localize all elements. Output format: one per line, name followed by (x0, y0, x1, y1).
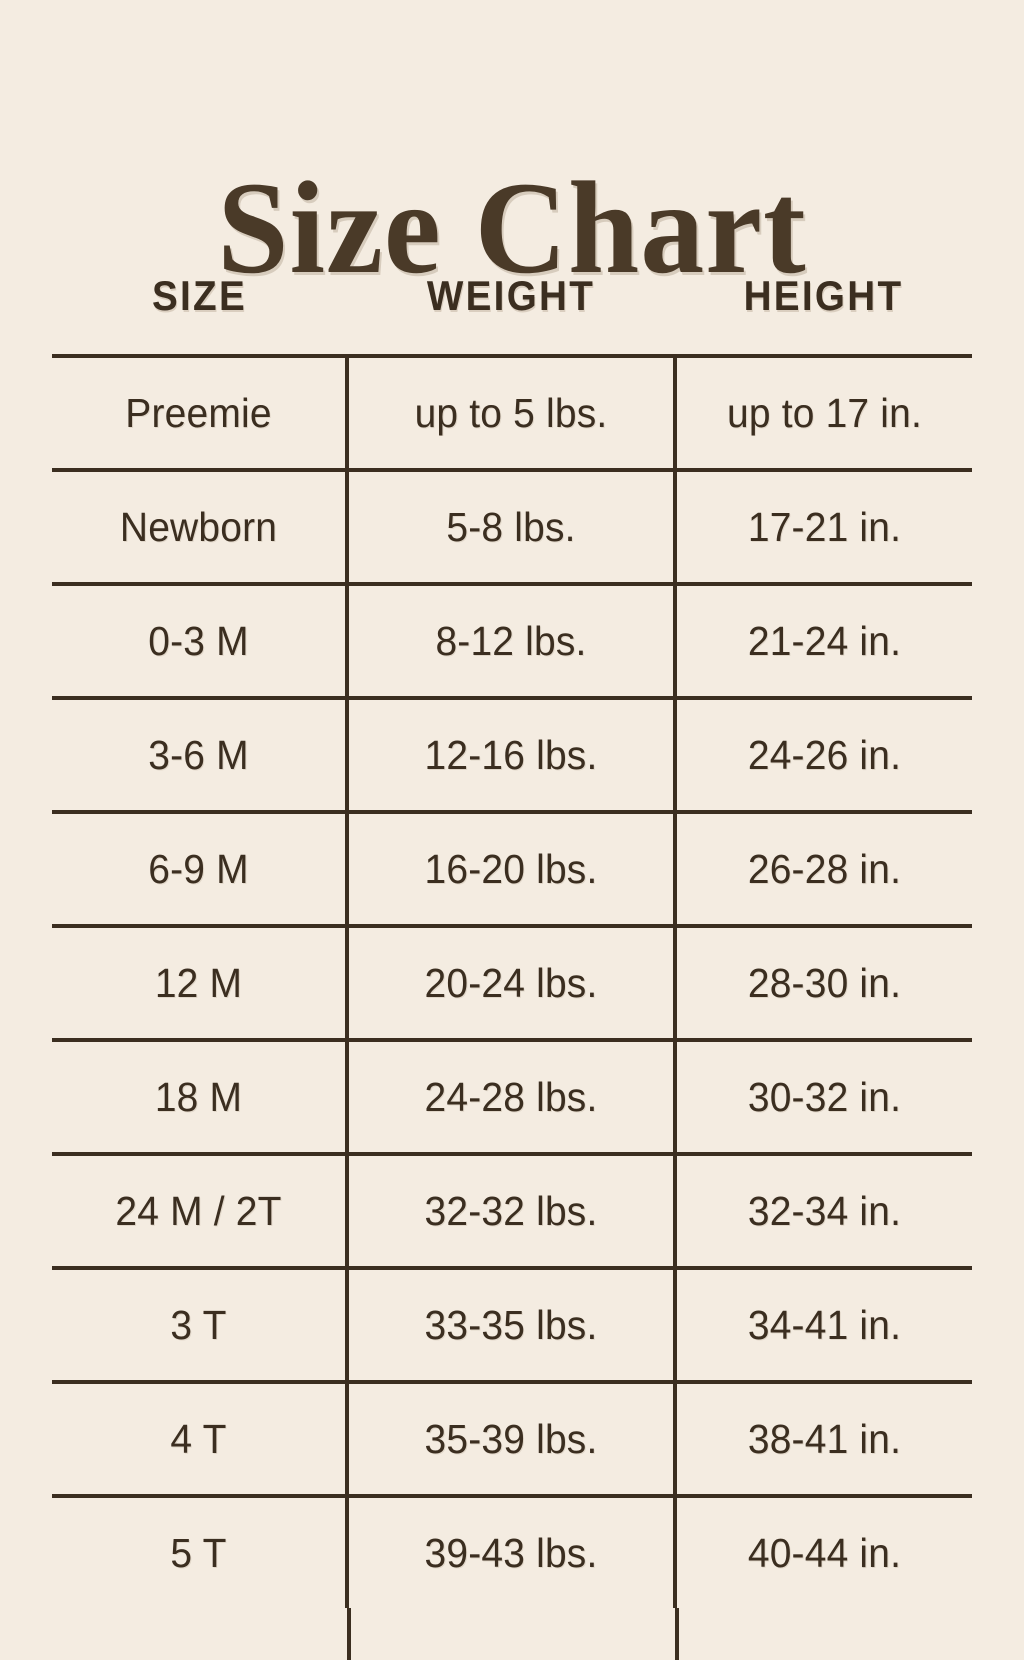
cell-weight: 8-12 lbs. (345, 582, 675, 698)
table-row: 18 M 24-28 lbs. 30-32 in. (52, 1038, 972, 1154)
cell-height: 30-32 in. (673, 1038, 972, 1154)
cell-size-text: 4 T (170, 1415, 227, 1462)
table-row: 3 T 33-35 lbs. 34-41 in. (52, 1266, 972, 1382)
column-divider-1 (347, 1608, 351, 1660)
cell-size: 24 M / 2T (52, 1152, 347, 1268)
cell-size: 3-6 M (52, 696, 347, 812)
table-row: 4 T 35-39 lbs. 38-41 in. (52, 1380, 972, 1496)
cell-height: 32-34 in. (673, 1152, 972, 1268)
column-header-size: SIZE (151, 272, 248, 319)
table-body: Preemie up to 5 lbs. up to 17 in. Newbor… (52, 354, 972, 1608)
table-row: 3-6 M 12-16 lbs. 24-26 in. (52, 696, 972, 812)
size-chart-page: Size Chart SIZE WEIGHT HEIGHT Preemie up… (52, 154, 972, 1660)
cell-weight: 39-43 lbs. (345, 1494, 675, 1608)
cell-weight-text: 39-43 lbs. (424, 1529, 598, 1576)
cell-weight: 33-35 lbs. (345, 1266, 675, 1382)
cell-height-text: up to 17 in. (726, 389, 923, 436)
cell-height-text: 21-24 in. (747, 617, 902, 664)
cell-height-text: 30-32 in. (747, 1073, 902, 1120)
cell-height: 34-41 in. (673, 1266, 972, 1382)
cell-size-text: 6-9 M (148, 845, 249, 892)
column-divider-tails (52, 1608, 972, 1660)
table-row: 12 M 20-24 lbs. 28-30 in. (52, 924, 972, 1040)
cell-size: 6-9 M (52, 810, 347, 926)
cell-weight-text: 20-24 lbs. (424, 959, 598, 1006)
cell-height-text: 17-21 in. (747, 503, 902, 550)
cell-weight: up to 5 lbs. (345, 354, 675, 470)
cell-size-text: 3 T (170, 1301, 227, 1348)
cell-weight-text: 32-32 lbs. (424, 1187, 598, 1234)
cell-weight-text: up to 5 lbs. (414, 389, 608, 436)
cell-size-text: 3-6 M (148, 731, 249, 778)
cell-weight-text: 12-16 lbs. (424, 731, 598, 778)
cell-height: up to 17 in. (673, 354, 972, 470)
cell-size-text: Preemie (125, 389, 272, 436)
cell-size: 4 T (52, 1380, 347, 1496)
cell-height-text: 28-30 in. (747, 959, 902, 1006)
column-header-height: HEIGHT (743, 272, 904, 319)
cell-size-text: 5 T (170, 1529, 227, 1576)
cell-size: 3 T (52, 1266, 347, 1382)
cell-height: 38-41 in. (673, 1380, 972, 1496)
cell-height: 26-28 in. (673, 810, 972, 926)
table-header-row: SIZE WEIGHT HEIGHT (52, 272, 972, 356)
table-row: 6-9 M 16-20 lbs. 26-28 in. (52, 810, 972, 926)
cell-weight: 24-28 lbs. (345, 1038, 675, 1154)
cell-size: Preemie (52, 354, 347, 470)
cell-weight: 20-24 lbs. (345, 924, 675, 1040)
cell-height: 17-21 in. (673, 468, 972, 584)
cell-height-text: 34-41 in. (747, 1301, 902, 1348)
table-row: 24 M / 2T 32-32 lbs. 32-34 in. (52, 1152, 972, 1268)
cell-size-text: 24 M / 2T (115, 1187, 282, 1234)
cell-weight: 32-32 lbs. (345, 1152, 675, 1268)
cell-weight-text: 5-8 lbs. (446, 503, 576, 550)
cell-weight-text: 24-28 lbs. (424, 1073, 598, 1120)
table-row: 0-3 M 8-12 lbs. 21-24 in. (52, 582, 972, 698)
cell-size: 0-3 M (52, 582, 347, 698)
cell-size-text: 18 M (154, 1073, 243, 1120)
cell-weight-text: 16-20 lbs. (424, 845, 598, 892)
cell-height-text: 40-44 in. (747, 1529, 902, 1576)
cell-size: 5 T (52, 1494, 347, 1608)
cell-weight: 35-39 lbs. (345, 1380, 675, 1496)
cell-weight-text: 8-12 lbs. (435, 617, 587, 664)
cell-size: 12 M (52, 924, 347, 1040)
cell-height-text: 32-34 in. (747, 1187, 902, 1234)
cell-height: 24-26 in. (673, 696, 972, 812)
cell-weight-text: 35-39 lbs. (424, 1415, 598, 1462)
size-chart-table: SIZE WEIGHT HEIGHT Preemie up to 5 lbs. … (52, 272, 972, 1608)
table-header: SIZE WEIGHT HEIGHT (52, 272, 972, 356)
table-row: Preemie up to 5 lbs. up to 17 in. (52, 354, 972, 470)
cell-weight: 5-8 lbs. (345, 468, 675, 584)
column-header-weight: WEIGHT (426, 272, 596, 319)
table-row: Newborn 5-8 lbs. 17-21 in. (52, 468, 972, 584)
cell-weight-text: 33-35 lbs. (424, 1301, 598, 1348)
cell-size-text: 12 M (154, 959, 243, 1006)
cell-height: 21-24 in. (673, 582, 972, 698)
cell-height-text: 24-26 in. (747, 731, 902, 778)
cell-size-text: Newborn (119, 503, 278, 550)
cell-size: 18 M (52, 1038, 347, 1154)
cell-weight: 12-16 lbs. (345, 696, 675, 812)
cell-height: 28-30 in. (673, 924, 972, 1040)
cell-height-text: 38-41 in. (747, 1415, 902, 1462)
cell-weight: 16-20 lbs. (345, 810, 675, 926)
cell-size: Newborn (52, 468, 347, 584)
cell-size-text: 0-3 M (148, 617, 249, 664)
page-title: Size Chart (217, 154, 807, 302)
column-divider-2 (675, 1608, 679, 1660)
cell-height-text: 26-28 in. (747, 845, 902, 892)
cell-height: 40-44 in. (673, 1494, 972, 1608)
table-row: 5 T 39-43 lbs. 40-44 in. (52, 1494, 972, 1608)
size-chart-table-container: SIZE WEIGHT HEIGHT Preemie up to 5 lbs. … (52, 272, 972, 1660)
